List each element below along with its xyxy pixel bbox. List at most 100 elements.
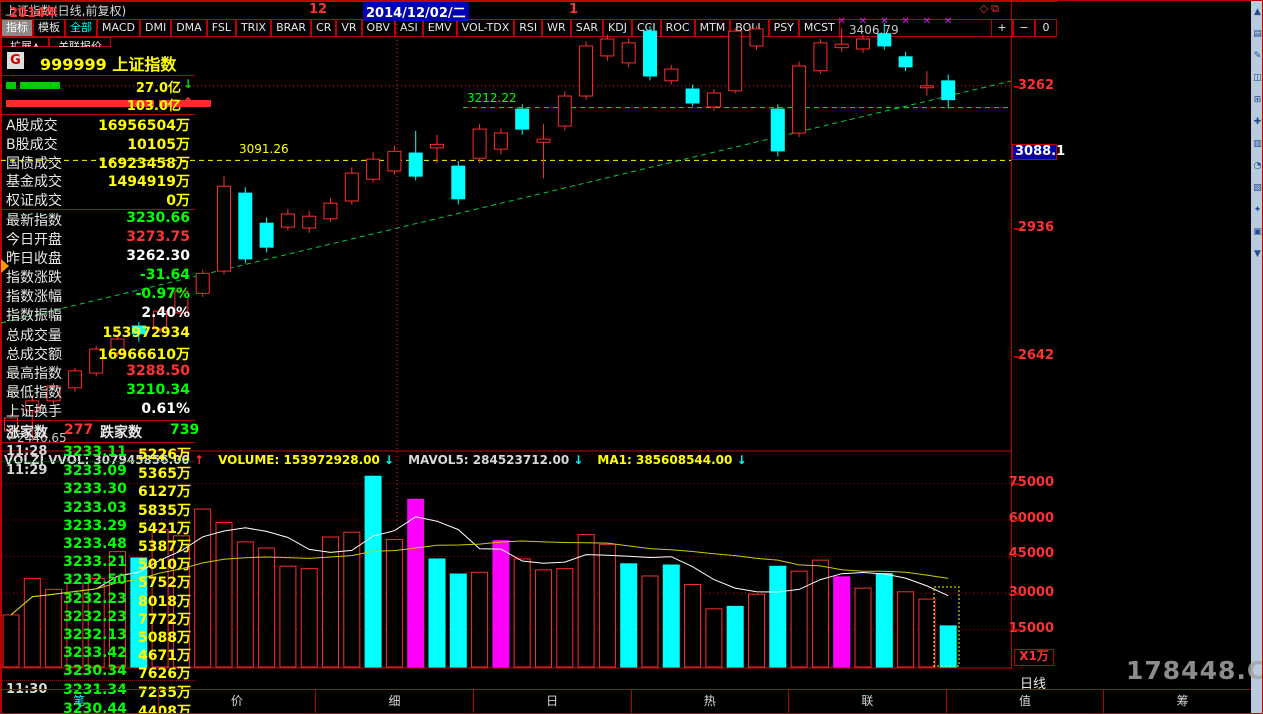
tick-amount: 5226万	[138, 447, 191, 464]
candle-body	[685, 88, 700, 104]
quote-tab-6[interactable]: 值	[947, 690, 1105, 713]
adv-dec-item: 739	[170, 422, 200, 439]
indicator-tab-obv[interactable]: OBV	[361, 20, 395, 37]
candle-body	[4, 417, 18, 432]
tick-price: 3233.11	[63, 444, 127, 461]
indicator-tab-mtm[interactable]: MTM	[694, 20, 731, 37]
trend-arrow-icon: ↓	[182, 77, 193, 91]
indicator-tab-brar[interactable]: BRAR	[271, 20, 312, 37]
zoom-button-−[interactable]: −	[1013, 20, 1035, 37]
indicator-tab-rsi[interactable]: RSI	[514, 20, 543, 37]
indicator-tab-psy[interactable]: PSY	[768, 20, 799, 37]
quote-tab-3[interactable]: 日	[474, 690, 632, 713]
volume-bar	[684, 583, 702, 668]
period-label[interactable]: 日线	[1020, 677, 1047, 692]
indicator-tab-kdj[interactable]: KDJ	[603, 20, 632, 37]
note-icon[interactable]: ▣	[1253, 227, 1262, 237]
timeline-label: 12	[309, 2, 328, 17]
indicator-tab-cr[interactable]: CR	[311, 20, 337, 37]
list-icon[interactable]: ▤	[1253, 29, 1262, 39]
scroll-down-icon[interactable]: ▼	[1254, 249, 1261, 259]
plus-icon[interactable]: ✚	[1253, 117, 1262, 127]
stat-label: 昨日收盘	[6, 251, 62, 268]
indicator-tab-roc[interactable]: ROC	[660, 20, 695, 37]
tick-amount: 5835万	[138, 502, 191, 519]
stat-label: 权证成交	[6, 193, 62, 210]
edit-icon[interactable]: ✎	[1253, 51, 1262, 61]
indicator-tab-vol-tdx[interactable]: VOL-TDX	[456, 20, 515, 37]
split-window-icon[interactable]: ⧉	[991, 2, 1002, 15]
quote-tab-5[interactable]: 联	[789, 690, 947, 713]
bottom-link[interactable]: 关联报价	[49, 37, 112, 47]
quote-tab-2[interactable]: 细	[316, 690, 474, 713]
doc-icon[interactable]: ▥	[1253, 139, 1262, 149]
signal-x-mark: ✕	[880, 16, 888, 27]
volume-bar	[300, 568, 318, 668]
grid-icon[interactable]: ⊞	[1253, 95, 1262, 105]
indicator-tab-macd[interactable]: MACD	[97, 20, 140, 37]
security-code-name: 999999 上证指数	[40, 55, 177, 74]
tick-list: 11:28 3233.11 5226万 11:29 3233.09 5365万 3233.3…	[2, 443, 195, 714]
signal-x-mark: ✕	[923, 16, 931, 27]
stat-value: 16966610万	[98, 346, 190, 363]
clock-icon[interactable]: ◔	[1253, 161, 1262, 171]
indicator-tab-wr[interactable]: WR	[542, 20, 571, 37]
zoom-button-+[interactable]: +	[991, 20, 1013, 37]
diamond-icon[interactable]: ◇	[979, 2, 992, 15]
indicator-tab-dmi[interactable]: DMI	[139, 20, 172, 37]
zoom-button-0[interactable]: 0	[1035, 20, 1057, 37]
stat-value: 3288.50	[126, 362, 190, 379]
candle-body	[877, 33, 892, 47]
indicator-tab-trix[interactable]: TRIX	[235, 20, 272, 37]
bottom-link-bar: 扩展∧ 关联报价	[1, 37, 1057, 47]
volume-bar	[109, 551, 126, 668]
volume-bar	[322, 536, 339, 668]
stat-value: 3230.66	[126, 209, 190, 226]
indicator-tab-模板[interactable]: 模板	[33, 20, 65, 37]
candle-body	[67, 370, 82, 389]
layers-icon[interactable]: ▧	[1253, 183, 1262, 193]
quote-tab-7[interactable]: 筹	[1104, 690, 1262, 713]
indicator-tab-asi[interactable]: ASI	[394, 20, 423, 37]
volume-bar	[385, 538, 403, 668]
axis-tick	[1014, 228, 1020, 230]
indicator-tab-fsl[interactable]: FSL	[206, 20, 236, 37]
stat-row: 最低指数 3210.34	[2, 382, 195, 401]
indicator-tab-全部[interactable]: 全部	[65, 20, 97, 37]
tick-row: 11:30 3231.34 7235万	[2, 680, 195, 701]
stat-label: 今日开盘	[6, 232, 62, 249]
quote-tab-0[interactable]: 笔	[1, 690, 159, 713]
volume-bar	[45, 588, 63, 668]
axis-unit-label: X1万	[1014, 649, 1054, 666]
indicator-tab-mcst[interactable]: MCST	[798, 20, 840, 37]
star-icon[interactable]: ✦	[1253, 205, 1262, 215]
stat-value: 0.61%	[141, 400, 190, 417]
indicator-tab-dma[interactable]: DMA	[171, 20, 207, 37]
tick-row: 11:28 3233.11 5226万	[2, 443, 195, 464]
candle-body	[89, 348, 104, 374]
tick-row: 3232.23 7772万	[2, 608, 195, 628]
tick-amount: 4408万	[138, 703, 191, 714]
indicator-tab-emv[interactable]: EMV	[422, 20, 457, 37]
candle-body	[579, 45, 594, 97]
tick-amount: 5088万	[138, 629, 191, 646]
stat-row: 国债成交 16923458万	[2, 153, 195, 172]
scroll-up-icon[interactable]: ▲	[1254, 7, 1261, 17]
quote-tab-4[interactable]: 热	[632, 690, 790, 713]
stat-value: 2.40%	[141, 305, 190, 322]
stat-value: 10105万	[127, 136, 190, 153]
indicator-tab-指标[interactable]: 指标	[1, 20, 33, 37]
pane-expand-arrow[interactable]	[1, 259, 9, 273]
volume-bar	[620, 563, 638, 668]
side-toolbar: ▲ ▤ ✎ ◫ ⊞ ✚ ▥ ◔ ▧ ✦ ▣ ▼	[1251, 1, 1262, 713]
bottom-link[interactable]: 扩展∧	[1, 37, 50, 47]
indicator-tab-sar[interactable]: SAR	[570, 20, 604, 37]
chart-icon[interactable]: ◫	[1253, 73, 1262, 83]
timeline-row: 2014年 12 2014/12/02/二 1	[1, 1, 1057, 21]
candle-body	[856, 38, 870, 50]
indicator-tab-vr[interactable]: VR	[336, 20, 362, 37]
tick-time: 11:29	[6, 463, 48, 479]
quote-tab-1[interactable]: 价	[159, 690, 317, 713]
axis-tick	[1014, 593, 1020, 595]
